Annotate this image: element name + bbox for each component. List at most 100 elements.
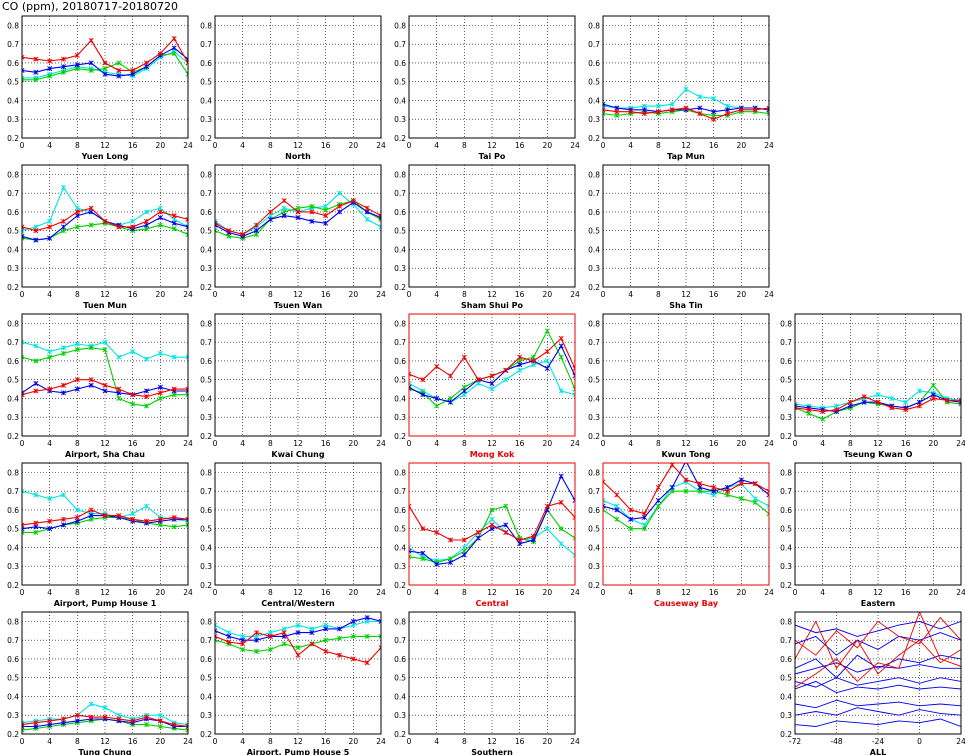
- data-point: [475, 529, 481, 535]
- y-tick-label: 0.6: [394, 357, 406, 366]
- data-point: [641, 511, 648, 517]
- series-group: [22, 488, 188, 535]
- data-point: [669, 107, 675, 113]
- data-point: [116, 390, 122, 396]
- data-point: [226, 630, 232, 636]
- x-tick-label: 24: [183, 439, 193, 448]
- y-tick-label: 0.8: [200, 21, 212, 30]
- data-point: [806, 410, 812, 416]
- series-group: [795, 612, 961, 727]
- x-tick-label: 4: [240, 141, 245, 150]
- data-point: [281, 626, 287, 632]
- x-tick-label: 16: [321, 141, 331, 150]
- x-tick-label: 4: [434, 737, 439, 746]
- y-tick-label: 0.2: [7, 730, 19, 739]
- x-tick-label: 4: [628, 141, 633, 150]
- data-point: [267, 633, 273, 639]
- data-point: [461, 544, 467, 550]
- data-point: [102, 347, 108, 353]
- panel-sha-tin: 0 4 8 12 16 20 24 0.2 0.3 0.4 0.5 0.6 0.7 0.8 Sha Tin: [588, 164, 774, 310]
- y-tick-label: 0.6: [780, 655, 792, 664]
- data-point: [171, 514, 177, 520]
- data-point: [711, 484, 717, 490]
- y-tick-label: 0.7: [394, 636, 406, 645]
- y-tick-label: 0.3: [200, 115, 212, 124]
- y-tick-label: 0.2: [7, 581, 19, 590]
- x-tick-label: 24: [376, 588, 386, 597]
- y-tick-label: 0.5: [588, 227, 600, 236]
- y-tick-label: 0.6: [7, 208, 19, 217]
- data-point: [916, 403, 923, 409]
- data-point: [903, 407, 909, 413]
- data-point: [47, 349, 53, 355]
- data-point: [88, 701, 94, 707]
- y-tick-label: 0.4: [588, 543, 600, 552]
- data-point: [88, 205, 94, 211]
- y-tick-label: 0.8: [7, 170, 19, 179]
- data-point: [171, 213, 177, 219]
- data-point: [226, 228, 232, 234]
- data-point: [323, 648, 329, 654]
- data-point: [185, 386, 188, 392]
- data-point: [655, 109, 661, 115]
- data-point: [544, 526, 550, 532]
- x-tick-label: 16: [128, 588, 138, 597]
- x-tick-label: 8: [75, 737, 80, 746]
- data-point: [102, 339, 108, 345]
- data-point: [47, 66, 53, 72]
- data-point: [60, 228, 67, 234]
- plot-frame: [21, 15, 189, 139]
- panel-airport-pump-house-5: 0 4 8 12 16 20 24 0.2 0.3 0.4 0.5 0.6 0.7 0.8 Airport,…: [200, 611, 386, 755]
- y-tick-label: 0.3: [7, 562, 19, 571]
- data-point: [447, 556, 454, 562]
- data-point: [434, 403, 440, 409]
- data-point: [253, 630, 260, 636]
- y-tick-label: 0.4: [780, 543, 792, 552]
- data-point: [295, 215, 301, 221]
- y-tick-label: 0.7: [780, 338, 792, 347]
- data-point: [489, 522, 495, 528]
- data-point: [350, 622, 356, 628]
- data-point: [281, 630, 287, 636]
- data-point: [603, 111, 606, 117]
- data-point: [530, 362, 537, 368]
- data-point: [116, 60, 122, 66]
- x-tick-label: 20: [929, 588, 939, 597]
- data-point: [697, 481, 703, 487]
- x-tick-label: 12: [487, 290, 497, 299]
- data-point: [33, 723, 39, 730]
- data-point: [697, 94, 703, 100]
- y-tick-label: 0.3: [7, 264, 19, 273]
- y-tick-label: 0.2: [200, 432, 212, 441]
- data-point: [60, 716, 67, 722]
- data-point: [33, 520, 39, 526]
- x-tick-label: 24: [376, 737, 386, 746]
- data-point: [22, 339, 25, 345]
- data-point: [795, 403, 798, 409]
- data-point: [724, 488, 731, 494]
- data-point: [60, 516, 67, 522]
- station-label: Eastern: [861, 599, 896, 608]
- data-point: [33, 492, 39, 498]
- series-line: [795, 677, 961, 688]
- data-point: [47, 518, 53, 524]
- data-point: [711, 96, 717, 102]
- station-label: Tsuen Wan: [274, 301, 323, 310]
- panel-yuen-long: 0 4 8 12 16 20 24 0.2 0.3 0.4 0.5 0.6 0.7 0.8 Yuen Lon…: [7, 15, 193, 161]
- y-tick-label: 0.2: [588, 134, 600, 143]
- panel-airport-sha-chau: 0 4 8 12 16 20 24 0.2 0.3 0.4 0.5 0.6 0.7 0.8 Airport,…: [7, 313, 193, 459]
- x-tick-label: -48: [830, 737, 842, 746]
- data-point: [614, 516, 620, 522]
- panel-tsuen-wan: 0 4 8 12 16 20 24 0.2 0.3 0.4 0.5 0.6 0.7 0.8 Tsuen Wa…: [200, 164, 386, 310]
- data-point: [544, 349, 550, 355]
- data-point: [143, 403, 150, 409]
- data-point: [295, 645, 301, 651]
- data-point: [958, 401, 961, 407]
- data-point: [930, 382, 936, 388]
- data-point: [889, 395, 895, 401]
- x-tick-label: 4: [628, 290, 633, 299]
- y-tick-label: 0.8: [588, 170, 600, 179]
- data-point: [88, 513, 94, 519]
- data-point: [157, 390, 163, 396]
- x-tick-label: 16: [515, 141, 525, 150]
